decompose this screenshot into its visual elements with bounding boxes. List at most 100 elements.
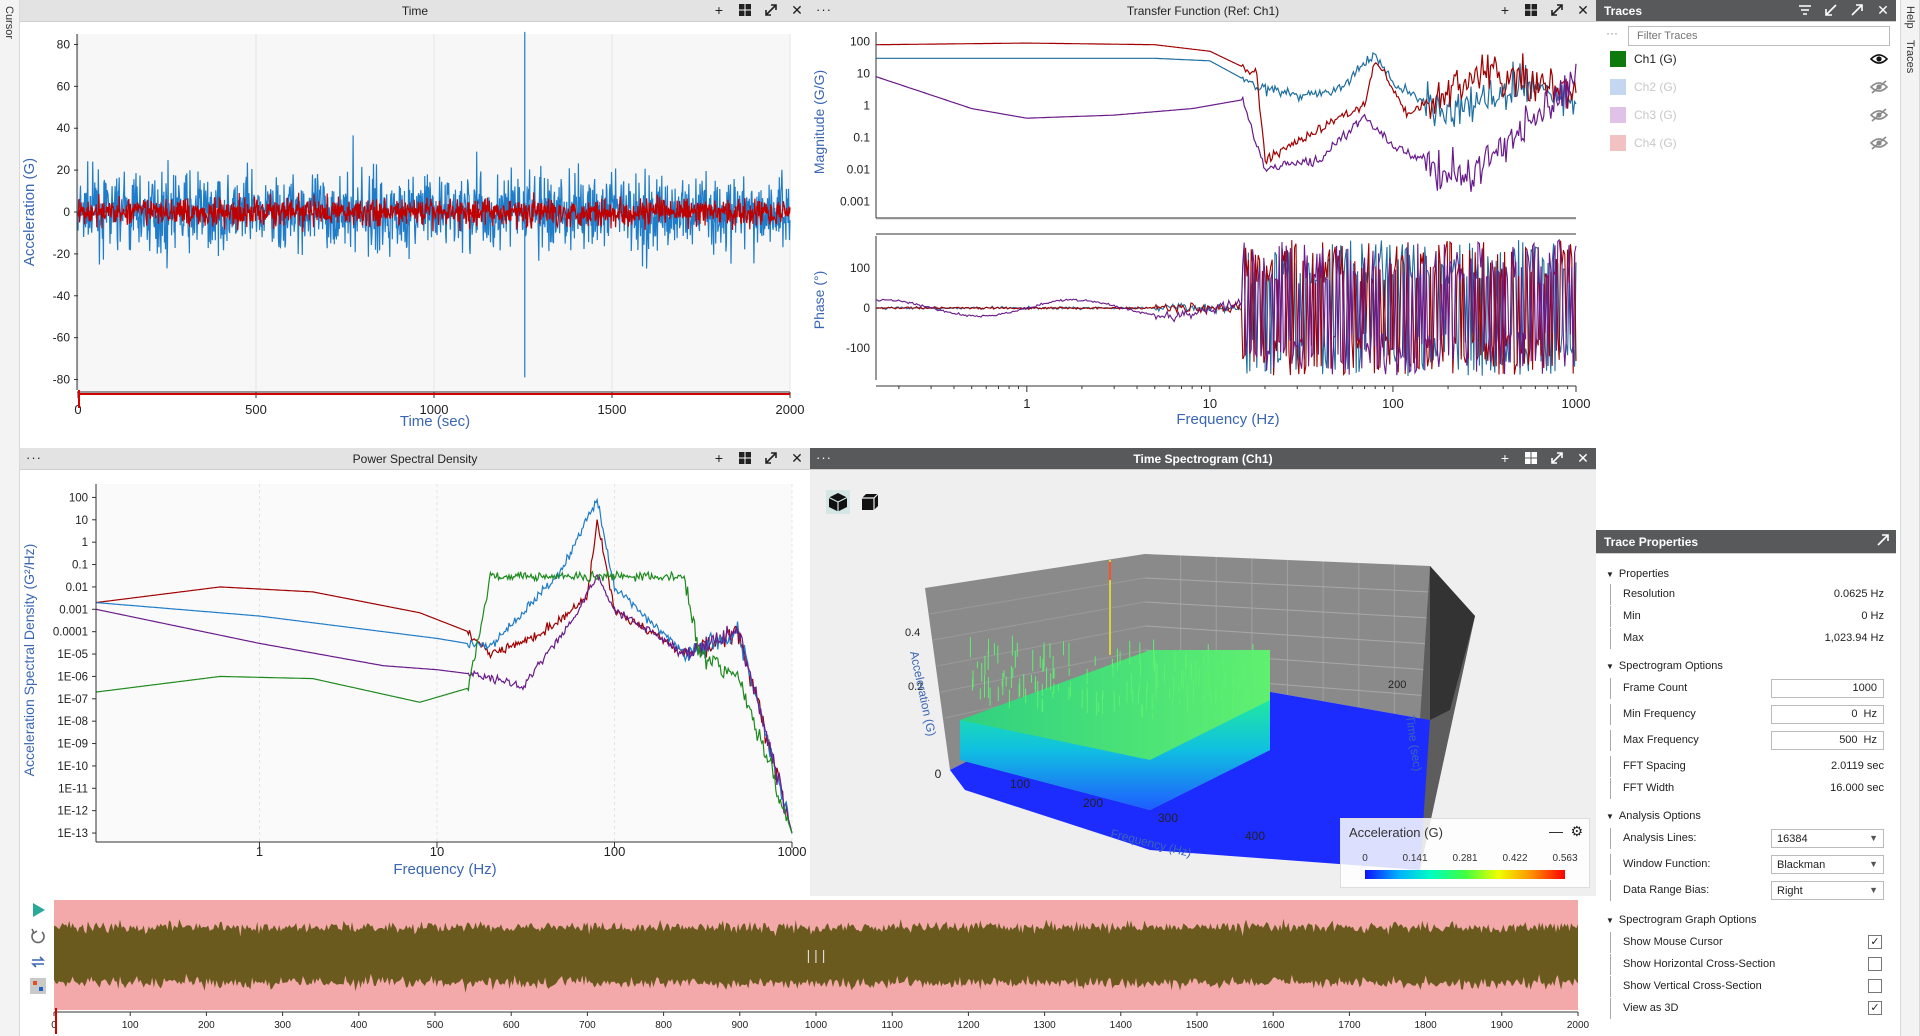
play-icon[interactable] — [28, 900, 48, 920]
maximize-icon[interactable] — [1548, 449, 1566, 467]
trace-color-swatch[interactable] — [1610, 51, 1626, 67]
close-icon[interactable]: ✕ — [791, 1, 803, 18]
section-label: Analysis Options — [1618, 810, 1701, 822]
psd-panel-title: Power Spectral Density — [352, 452, 478, 466]
ch1-time-trace — [77, 135, 791, 269]
close-icon[interactable]: ✕ — [1877, 1, 1889, 18]
reset-icon[interactable] — [28, 926, 48, 946]
filter-traces-input[interactable] — [1628, 26, 1890, 46]
collapse-triangle-icon[interactable]: ▼ — [1606, 811, 1614, 821]
overview-chart[interactable]: | | | 0 100 200 300 400 500 600 700 800 900 1000 11… — [36, 896, 1596, 1036]
overview-tick-label: 1200 — [957, 1020, 980, 1031]
colorbar-tick: 0.422 — [1502, 853, 1528, 864]
popout-icon[interactable] — [1848, 1, 1866, 19]
eye-hidden-icon[interactable] — [1869, 79, 1889, 95]
psd-trace-1 — [95, 497, 793, 834]
right-wall-top — [1430, 566, 1475, 720]
trace-item-ch4[interactable]: Ch4 (G) — [1604, 132, 1890, 154]
psd-y-tick-label: 0.1 — [72, 560, 88, 572]
maximize-icon[interactable] — [1548, 1, 1566, 19]
add-icon[interactable]: + — [1500, 2, 1510, 18]
filter-icon[interactable] — [1796, 1, 1814, 19]
x-tick-label: 10 — [1203, 396, 1217, 411]
traces-panel: Traces ✕ ··· Ch1 (G) Ch2 (G) Ch3 (G) Ch4… — [1596, 0, 1896, 530]
section-properties[interactable]: ▼ Properties — [1606, 568, 1669, 580]
eye-hidden-icon[interactable] — [1869, 135, 1889, 151]
spectrogram-3d-chart[interactable]: 0 100 200 300 400 0.2 0.4 200 Acceleration (G) … — [810, 470, 1596, 896]
trace-color-swatch[interactable] — [1610, 79, 1626, 95]
psd-y-tick-label: 100 — [69, 492, 88, 504]
maximize-icon[interactable] — [762, 1, 780, 19]
collapse-triangle-icon[interactable]: ▼ — [1606, 569, 1614, 579]
cursor-tab-label[interactable]: Cursor — [3, 6, 15, 40]
grid-layout-icon[interactable] — [1522, 449, 1540, 467]
panel-menu-icon[interactable]: ··· — [26, 450, 42, 465]
maximize-icon[interactable] — [762, 449, 780, 467]
psd-chart[interactable]: 100 10 1 0.1 0.01 0.001 0.0001 1E-05 1E-06 1E-07 1… — [20, 470, 810, 896]
grid-layout-icon[interactable] — [736, 1, 754, 19]
trace-color-swatch[interactable] — [1610, 107, 1626, 123]
trace-item-ch1[interactable]: Ch1 (G) — [1604, 48, 1890, 70]
3d-view-icon[interactable] — [826, 490, 850, 514]
transfer-panel-title: Transfer Function (Ref: Ch1) — [1126, 4, 1280, 18]
trace-item-ch3[interactable]: Ch3 (G) — [1604, 104, 1890, 126]
filter-menu-icon[interactable]: ··· — [1606, 26, 1618, 40]
min-frequency-input[interactable]: 0 Hz — [1771, 705, 1884, 724]
collapse-icon[interactable] — [1822, 1, 1840, 19]
psd-trace-3 — [95, 569, 793, 834]
collapse-triangle-icon[interactable]: ▼ — [1606, 661, 1614, 671]
eye-icon[interactable] — [1869, 51, 1889, 67]
panel-menu-icon[interactable]: ··· — [816, 450, 832, 465]
row-value: 0.0625 Hz — [1833, 588, 1884, 600]
settings-icon[interactable] — [28, 976, 48, 996]
window-function-row: Window Function: Blackman ▼ — [1610, 854, 1890, 875]
eye-hidden-icon[interactable] — [1869, 107, 1889, 123]
trace-color-swatch[interactable] — [1610, 135, 1626, 151]
overview-drag-handle[interactable]: | | | — [807, 947, 826, 963]
2d-view-icon[interactable] — [858, 490, 882, 514]
add-icon[interactable]: + — [714, 2, 724, 18]
section-graph-options[interactable]: ▼ Spectrogram Graph Options — [1606, 914, 1757, 926]
section-analysis-options[interactable]: ▼ Analysis Options — [1606, 810, 1701, 822]
popout-icon[interactable] — [1874, 531, 1892, 549]
data-range-bias-select[interactable]: Right ▼ — [1771, 881, 1884, 900]
collapse-triangle-icon[interactable]: ▼ — [1606, 915, 1614, 925]
overview-tick-label: 1600 — [1262, 1020, 1285, 1031]
x-tick-label: 100 — [1382, 396, 1404, 411]
colorbar-title: Acceleration (G) — [1349, 825, 1443, 840]
panel-menu-icon[interactable]: ··· — [816, 2, 832, 17]
grid-layout-icon[interactable] — [736, 449, 754, 467]
overview-tick-label: 2000 — [1567, 1020, 1590, 1031]
trace-properties-title: Trace Properties — [1604, 535, 1699, 549]
show-horizontal-checkbox[interactable] — [1868, 957, 1882, 971]
loop-icon[interactable] — [28, 952, 48, 972]
time-y-axis-label: Acceleration (G) — [21, 158, 38, 266]
frame-count-input[interactable]: 1000 — [1771, 679, 1884, 698]
cursor-sidebar[interactable]: Cursor — [0, 0, 20, 1036]
spectrogram-z-tick-label: 200 — [1388, 679, 1406, 691]
trace-item-ch2[interactable]: Ch2 (G) — [1604, 76, 1890, 98]
close-icon[interactable]: ✕ — [791, 449, 803, 466]
window-function-select[interactable]: Blackman ▼ — [1771, 855, 1884, 874]
close-icon[interactable]: ✕ — [1577, 1, 1589, 18]
minimize-icon[interactable]: — — [1549, 823, 1563, 839]
chevron-down-icon: ▼ — [1869, 859, 1878, 869]
analysis-lines-select[interactable]: 16384 ▼ — [1771, 829, 1884, 848]
view-as-3d-checkbox[interactable]: ✓ — [1868, 1001, 1882, 1015]
max-frequency-input[interactable]: 500 Hz — [1771, 731, 1884, 750]
show-mouse-cursor-checkbox[interactable]: ✓ — [1868, 935, 1882, 949]
help-tab-label[interactable]: Help — [1904, 6, 1916, 29]
add-icon[interactable]: + — [1500, 450, 1510, 466]
add-icon[interactable]: + — [714, 450, 724, 466]
grid-layout-icon[interactable] — [1522, 1, 1540, 19]
show-vertical-checkbox[interactable] — [1868, 979, 1882, 993]
gear-icon[interactable]: ⚙ — [1570, 823, 1583, 839]
overview-tick-label: 100 — [122, 1020, 139, 1031]
spectrogram-panel-header: ··· Time Spectrogram (Ch1) + ✕ — [810, 448, 1596, 470]
traces-tab-label[interactable]: Traces — [1904, 40, 1916, 74]
time-chart[interactable]: 80 60 40 20 0 -20 -40 -60 -80 0 500 1000 1500 2000 Ti… — [20, 22, 810, 440]
close-icon[interactable]: ✕ — [1577, 449, 1589, 466]
psd-x-tick-label: 1 — [256, 844, 263, 859]
section-spectrogram-options[interactable]: ▼ Spectrogram Options — [1606, 660, 1723, 672]
